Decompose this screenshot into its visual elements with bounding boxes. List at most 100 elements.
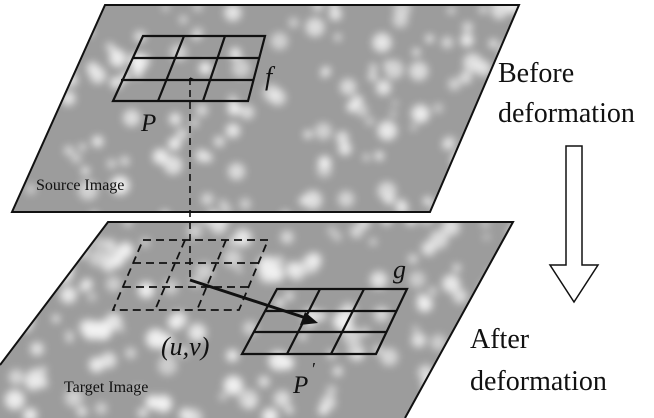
speckle-dot xyxy=(51,5,71,15)
speckle-dot xyxy=(329,7,342,21)
speckle-dot xyxy=(210,222,228,235)
speckle-dot xyxy=(145,328,166,349)
speckle-dot xyxy=(306,252,322,268)
patch-target-label: P xyxy=(292,372,308,399)
speckle-dot xyxy=(76,406,88,417)
speckle-dot xyxy=(305,17,325,37)
speckle-dot xyxy=(426,381,446,401)
speckle-dot xyxy=(464,180,475,192)
speckle-dot xyxy=(284,291,294,301)
speckle-dot xyxy=(408,254,418,264)
speckle-dot xyxy=(280,230,294,244)
speckle-dot xyxy=(459,71,473,84)
speckle-dot xyxy=(79,143,86,151)
speckle-dot xyxy=(118,325,125,333)
speckle-dot xyxy=(59,286,77,304)
speckle-dot xyxy=(442,139,452,150)
speckle-dot xyxy=(258,375,270,388)
speckle-dot xyxy=(12,124,19,139)
speckle-dot xyxy=(410,123,418,131)
displacement-arrow xyxy=(189,278,318,325)
speckle-dot xyxy=(463,53,483,73)
speckle-dot xyxy=(339,78,357,96)
speckle-dot xyxy=(365,116,375,126)
speckle-dot xyxy=(12,29,26,44)
speckle-dot xyxy=(368,71,378,82)
speckle-dot xyxy=(483,233,490,241)
displacement-label: (u,v) xyxy=(161,332,209,361)
patch-source-label: P xyxy=(140,110,156,137)
speckle-dot xyxy=(411,104,430,124)
speckle-dot xyxy=(273,390,291,408)
speckle-dot xyxy=(462,181,481,200)
speckle-dot xyxy=(427,286,438,297)
speckle-dot xyxy=(163,279,179,295)
speckle-dot xyxy=(190,118,199,128)
speckle-dot xyxy=(270,32,289,50)
speckle-dot xyxy=(383,60,391,68)
speckle-dot xyxy=(462,21,474,33)
speckle-dot xyxy=(12,76,19,97)
speckle-dot xyxy=(94,237,106,250)
speckle-dot xyxy=(78,284,87,292)
speckle-dot xyxy=(78,180,99,201)
speckle-dot xyxy=(285,405,294,414)
speckle-dot xyxy=(16,64,34,83)
speckle-dot xyxy=(135,385,142,393)
speckle-dot xyxy=(12,164,18,172)
speckle-dot xyxy=(12,194,13,203)
speckle-dot xyxy=(493,130,500,137)
speckle-dot xyxy=(239,198,251,210)
speckle-dot xyxy=(178,346,189,357)
speckle-dot xyxy=(317,311,327,321)
speckle-dot xyxy=(332,366,343,377)
speckle-dot xyxy=(391,100,398,107)
speckle-dot xyxy=(488,39,498,49)
speckle-dot xyxy=(171,311,188,328)
speckle-dot xyxy=(125,347,137,359)
speckle-dot xyxy=(475,130,490,145)
speckle-dot xyxy=(373,306,390,323)
speckle-dot xyxy=(106,159,117,169)
speckle-dot xyxy=(408,271,426,288)
target-speckle-background xyxy=(0,222,513,418)
speckle-dot xyxy=(451,207,463,212)
speckle-dot xyxy=(429,230,449,249)
speckle-dot xyxy=(86,61,99,75)
speckle-dot xyxy=(226,349,239,362)
speckle-dot xyxy=(88,327,97,336)
speckle-dot xyxy=(508,186,519,206)
speckle-dot xyxy=(478,5,489,15)
speckle-dot xyxy=(363,154,370,161)
speckle-dot xyxy=(229,47,242,60)
speckle-dot xyxy=(40,77,48,84)
speckle-dot xyxy=(312,5,324,12)
speckle-dot xyxy=(342,326,362,346)
speckle-dot xyxy=(91,135,104,148)
speckle-dot xyxy=(353,350,363,360)
speckle-dot xyxy=(224,5,242,22)
speckle-dot xyxy=(56,22,73,39)
speckle-dot xyxy=(466,130,484,148)
speckle-dot xyxy=(447,77,461,91)
speckle-dot xyxy=(423,196,433,206)
speckle-dot xyxy=(447,6,456,15)
speckle-dot xyxy=(223,375,243,396)
speckle-dot xyxy=(262,408,278,418)
speckle-dot xyxy=(122,109,141,127)
speckle-dot xyxy=(119,156,130,167)
speckle-dot xyxy=(236,266,243,273)
speckle-dot xyxy=(377,120,398,141)
after-deformation-line2: deformation xyxy=(470,366,607,397)
speckle-dot xyxy=(266,265,286,284)
source-image-plane xyxy=(10,4,521,213)
speckle-dot xyxy=(195,103,209,117)
speckle-dot xyxy=(358,222,371,230)
after-deformation-line1: After xyxy=(470,324,530,355)
speckle-dot xyxy=(443,358,459,373)
speckle-dot xyxy=(24,374,41,391)
speckle-dot xyxy=(111,254,124,268)
speckle-dot xyxy=(481,222,490,228)
speckle-dot xyxy=(48,233,65,250)
speckle-dot xyxy=(168,137,181,151)
